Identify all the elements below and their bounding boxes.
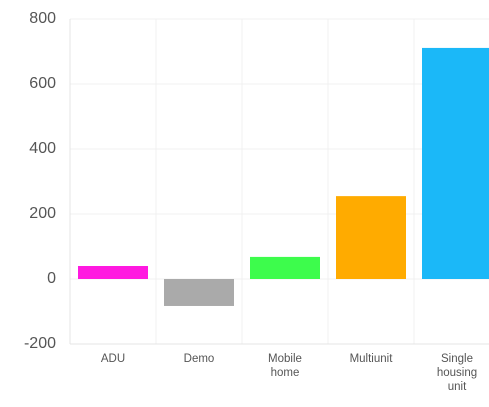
- y-tick-label: 600: [29, 75, 56, 92]
- bar: [336, 196, 406, 279]
- bar: [250, 256, 320, 279]
- bar: [164, 279, 234, 306]
- x-tick-label: Demo: [183, 353, 215, 365]
- y-tick-label: 400: [29, 140, 56, 157]
- x-tick-label: Multiunit: [349, 353, 393, 365]
- y-tick-label: 0: [47, 270, 56, 287]
- y-tick-label: 800: [29, 10, 56, 27]
- x-tick-label: Single housing unit: [436, 353, 478, 393]
- bar: [422, 47, 489, 279]
- x-tick-label: Mobile home: [268, 353, 302, 379]
- bar: [78, 266, 148, 279]
- y-tick-label: -200: [24, 335, 56, 352]
- y-tick-label: 200: [29, 205, 56, 222]
- x-tick-label: ADU: [100, 353, 126, 365]
